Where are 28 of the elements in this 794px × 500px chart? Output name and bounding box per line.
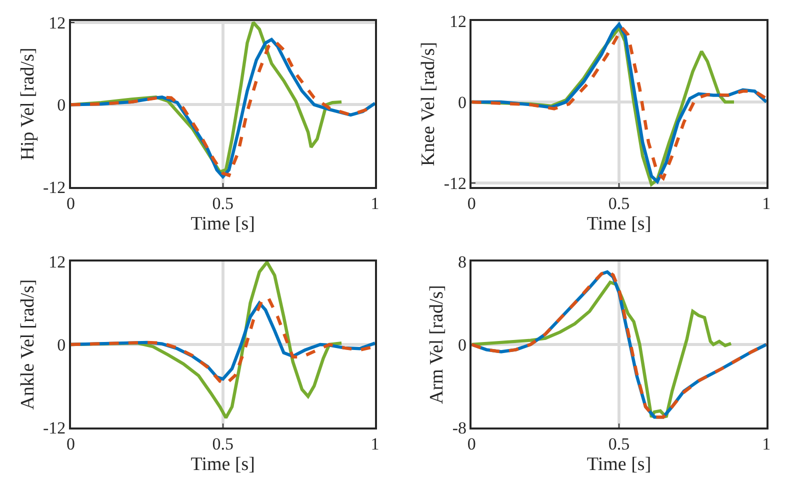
y-axis-title: Arm Vel [rad/s] xyxy=(426,285,448,404)
y-tick-label: 12 xyxy=(450,12,467,31)
x-tick-label: 1 xyxy=(370,434,380,454)
x-tick-label: 1 xyxy=(762,194,771,214)
y-tick-label: -12 xyxy=(42,178,66,197)
x-axis-title: Time [s] xyxy=(190,213,256,234)
y-tick-label: 12 xyxy=(48,13,66,32)
x-tick-label: 1 xyxy=(762,434,771,454)
x-tick-label: 0.5 xyxy=(212,194,234,214)
y-tick-label: 0 xyxy=(458,92,467,112)
y-tick-label: 8 xyxy=(458,252,467,272)
y-axis-title: Knee Vel [rad/s] xyxy=(418,42,440,166)
y-tick-label: -12 xyxy=(42,418,66,438)
x-tick-label: 0.5 xyxy=(608,194,630,214)
x-tick-label: 0.5 xyxy=(212,434,234,454)
y-tick-label: -8 xyxy=(452,418,467,438)
y-tick-label: 0 xyxy=(458,335,467,354)
y-tick-label: 0 xyxy=(57,96,66,115)
y-axis-title: Ankle Vel [rad/s] xyxy=(17,279,38,410)
x-tick-label: 0.5 xyxy=(608,434,630,454)
y-axis-title: Hip Vel [rad/s] xyxy=(17,48,38,160)
x-axis-title: Time [s] xyxy=(586,213,652,234)
x-tick-label: 1 xyxy=(370,194,380,214)
y-tick-label: 12 xyxy=(48,252,66,272)
y-tick-label: 0 xyxy=(57,335,66,354)
x-axis-title: Time [s] xyxy=(586,454,652,475)
y-tick-label: -12 xyxy=(444,174,467,193)
x-axis-title: Time [s] xyxy=(190,454,256,475)
